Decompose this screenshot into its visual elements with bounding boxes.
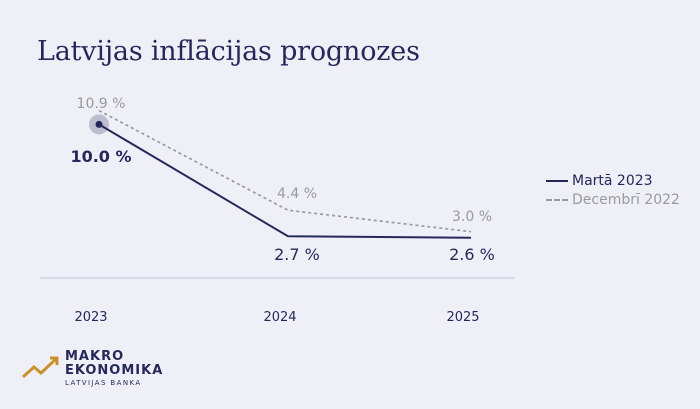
data-label-secondary: 4.4 % (277, 186, 317, 202)
chart-legend: Martā 2023 Decembrī 2022 (546, 172, 680, 210)
x-tick-label: 2025 (446, 310, 479, 325)
series-line-1 (98, 109, 472, 233)
series-line-0 (98, 123, 472, 239)
rising-line-logo-icon (22, 356, 59, 379)
data-label-secondary: 3.0 % (452, 209, 492, 225)
logo-text-makro: MAKRO (65, 349, 125, 364)
legend-item-marta: Martā 2023 (546, 172, 680, 190)
legend-item-decembri: Decembrī 2022 (546, 191, 680, 209)
logo-text-ekonomika: EKONOMIKA (65, 363, 164, 378)
chart-title: Latvijas inflācijas prognozes (37, 36, 420, 67)
data-point (95, 120, 103, 128)
legend-label: Martā 2023 (572, 173, 653, 189)
logo-text-latvijas-banka: LATVIJAS BANKA (65, 379, 142, 387)
legend-swatch-dashed (546, 199, 568, 201)
data-label-primary: 10.0 % (70, 147, 131, 166)
data-label-primary: 2.7 % (274, 245, 320, 264)
x-tick-label: 2024 (263, 310, 296, 325)
legend-label: Decembrī 2022 (572, 192, 680, 208)
data-label-primary: 2.6 % (449, 245, 495, 264)
data-label-secondary: 10.9 % (77, 96, 126, 112)
legend-swatch-solid (546, 180, 568, 182)
x-tick-label: 2023 (74, 310, 107, 325)
